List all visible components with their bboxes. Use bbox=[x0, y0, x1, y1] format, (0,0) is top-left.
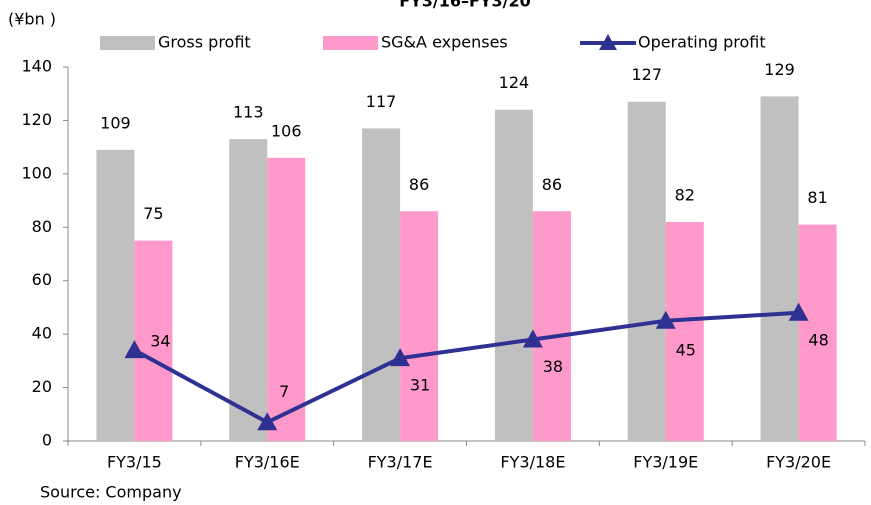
bar bbox=[665, 221, 704, 441]
source: Source: Company bbox=[40, 483, 182, 502]
x-tick-label: FY3/16E bbox=[235, 453, 300, 472]
x-tick-label: FY3/15 bbox=[107, 453, 162, 472]
bar bbox=[267, 157, 306, 442]
data-label: 109 bbox=[100, 113, 131, 132]
x-tick-label: FY3/17E bbox=[368, 453, 433, 472]
y-tick-label: 60 bbox=[32, 270, 52, 289]
data-label: 38 bbox=[543, 357, 563, 376]
data-label: 7 bbox=[279, 382, 289, 401]
x-tick-label: FY3/20E bbox=[766, 453, 831, 472]
bar bbox=[494, 109, 533, 441]
line-marker bbox=[655, 310, 676, 329]
chart-title: FY3/16–FY3/20 bbox=[399, 0, 531, 11]
data-label: 86 bbox=[542, 175, 562, 194]
y-tick-label: 40 bbox=[32, 324, 52, 343]
data-label: 82 bbox=[675, 185, 695, 204]
data-label: 34 bbox=[150, 332, 170, 351]
y-tick-label: 0 bbox=[42, 431, 52, 450]
data-label: 113 bbox=[233, 103, 264, 122]
data-label: 117 bbox=[366, 92, 397, 111]
data-label: 86 bbox=[409, 175, 429, 194]
y-tick-label: 20 bbox=[32, 377, 52, 396]
y-tick-label: 100 bbox=[21, 163, 52, 182]
bar bbox=[532, 211, 571, 441]
line-marker bbox=[390, 348, 411, 367]
line-marker bbox=[124, 340, 145, 359]
y-axis-label: (¥bn ) bbox=[8, 10, 56, 29]
legend-label: SG&A expenses bbox=[381, 33, 508, 52]
data-label: 124 bbox=[499, 73, 530, 92]
line-marker bbox=[257, 412, 278, 431]
bar bbox=[134, 240, 173, 441]
legend-marker bbox=[599, 34, 617, 50]
legend-swatch bbox=[100, 36, 155, 50]
data-label: 75 bbox=[143, 204, 163, 223]
data-label: 48 bbox=[808, 330, 828, 349]
line-marker bbox=[522, 329, 543, 348]
y-tick-label: 80 bbox=[32, 217, 52, 236]
legend-label: Operating profit bbox=[638, 33, 766, 52]
bar bbox=[760, 96, 799, 441]
line-marker bbox=[788, 302, 809, 321]
line bbox=[133, 310, 799, 425]
legend-label: Gross profit bbox=[158, 33, 251, 52]
bar bbox=[362, 128, 401, 441]
legend-swatch bbox=[323, 36, 378, 50]
data-label: 106 bbox=[271, 121, 302, 140]
y-tick-label: 140 bbox=[21, 57, 52, 76]
y-tick-label: 120 bbox=[21, 110, 52, 129]
data-label: 31 bbox=[410, 376, 430, 395]
data-label: 129 bbox=[764, 60, 795, 79]
data-label: 45 bbox=[676, 340, 696, 359]
x-tick-label: FY3/19E bbox=[633, 453, 698, 472]
bar bbox=[96, 149, 135, 442]
x-tick-label: FY3/18E bbox=[500, 453, 565, 472]
bar bbox=[229, 139, 268, 441]
data-label: 81 bbox=[807, 188, 827, 207]
bar bbox=[798, 224, 837, 441]
data-label: 127 bbox=[631, 65, 662, 84]
bar bbox=[400, 211, 439, 441]
bar bbox=[627, 101, 666, 441]
